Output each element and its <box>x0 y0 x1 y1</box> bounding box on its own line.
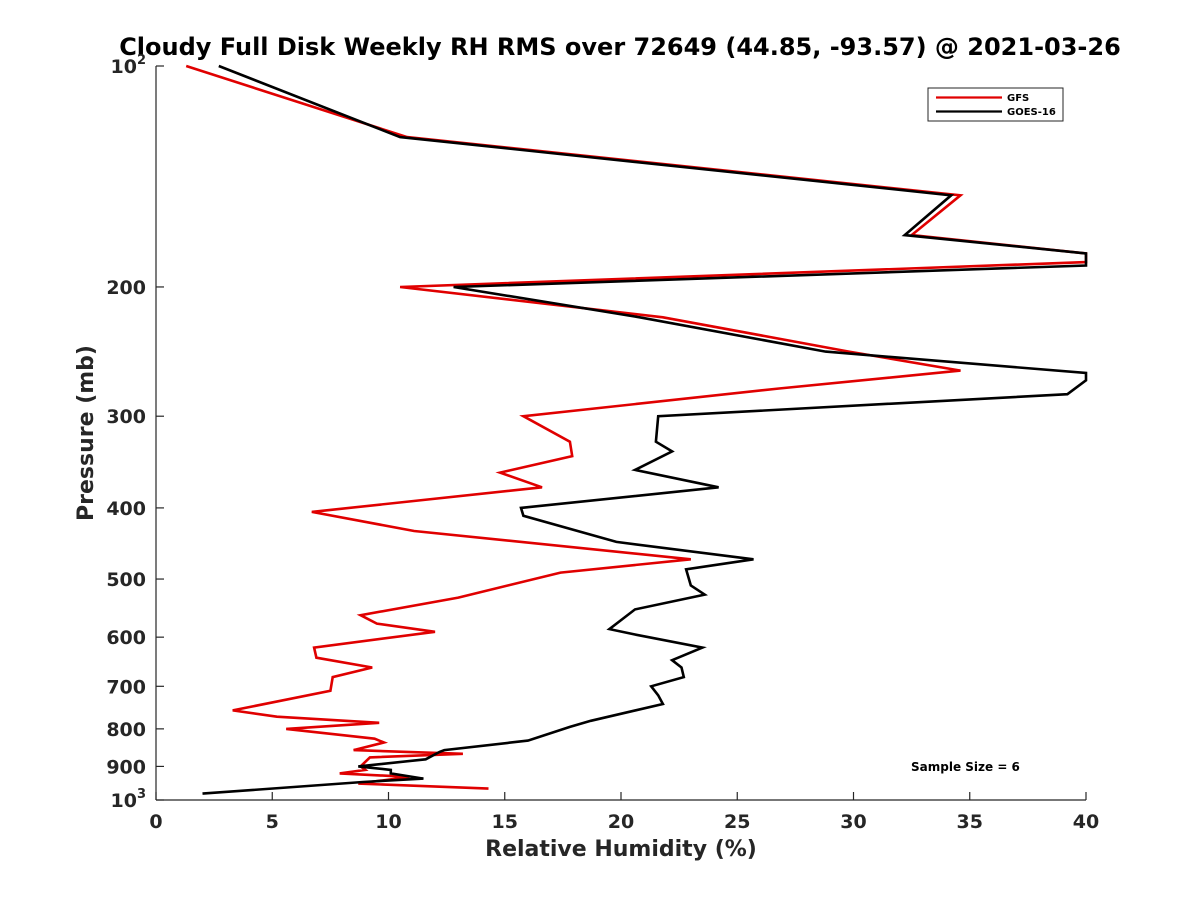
y-axis-label: Pressure (mb) <box>74 345 99 521</box>
x-tick-label: 20 <box>608 811 634 833</box>
x-axis-label: Relative Humidity (%) <box>485 837 757 862</box>
x-tick-label: 40 <box>1073 811 1099 833</box>
x-tick-label: 5 <box>266 811 279 833</box>
x-tick-label: 25 <box>724 811 750 833</box>
y-tick-label: 300 <box>106 406 146 428</box>
sample-size-annotation: Sample Size = 6 <box>911 760 1020 774</box>
chart-title: Cloudy Full Disk Weekly RH RMS over 7264… <box>119 33 1121 61</box>
series-line-gfs <box>185 64 1088 790</box>
legend-label-gfs: GFS <box>1007 93 1029 104</box>
y-tick-label: 200 <box>106 277 146 299</box>
x-tick-label: 35 <box>957 811 983 833</box>
legend: GFS GOES-16 <box>927 87 1064 122</box>
y-tick-label: 103 <box>111 787 147 812</box>
y-tick-exponent: 2 <box>137 53 146 68</box>
y-tick-label: 900 <box>106 756 146 778</box>
y-tick-label: 700 <box>106 676 146 698</box>
y-tick-base: 10 <box>111 56 137 78</box>
y-tick-label: 102 <box>111 53 147 78</box>
y-tick-base: 10 <box>111 790 137 812</box>
x-tick-label: 15 <box>492 811 518 833</box>
y-tick-label: 400 <box>106 498 146 520</box>
legend-box <box>927 87 1064 122</box>
x-ticks: 0 5 10 15 20 25 30 35 40 <box>149 792 1099 833</box>
series-line-goes16 <box>202 64 1088 795</box>
x-tick-label: 0 <box>149 811 162 833</box>
y-tick-label: 800 <box>106 719 146 741</box>
x-tick-label: 30 <box>840 811 866 833</box>
x-tick-label: 10 <box>375 811 401 833</box>
y-tick-exponent: 3 <box>137 787 146 802</box>
legend-label-goes16: GOES-16 <box>1007 107 1056 118</box>
series-layer <box>185 64 1088 795</box>
y-tick-label: 500 <box>106 569 146 591</box>
y-tick-label: 600 <box>106 627 146 649</box>
